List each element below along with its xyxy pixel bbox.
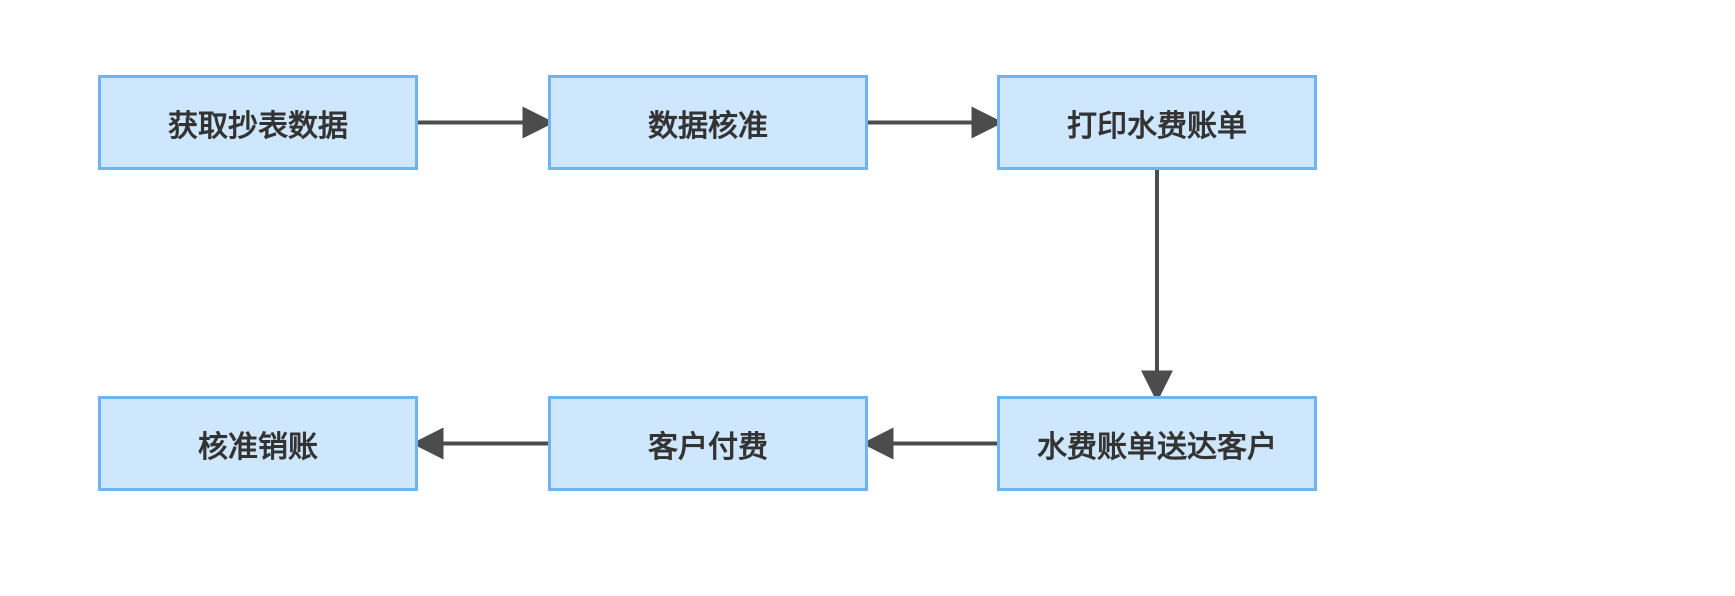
flowchart-node-label: 水费账单送达客户: [1037, 422, 1277, 466]
flowchart-node-n1: 获取抄表数据: [98, 75, 418, 170]
flowchart-canvas: 获取抄表数据 数据核准 打印水费账单水费账单送达客户 客户付费 核准销账: [0, 0, 1735, 596]
flowchart-node-label: 获取抄表数据: [168, 101, 348, 145]
flowchart-node-n4: 水费账单送达客户: [997, 396, 1317, 491]
flowchart-node-n5: 客户付费: [548, 396, 868, 491]
flowchart-node-label: 核准销账: [198, 422, 318, 466]
flowchart-node-n6: 核准销账: [98, 396, 418, 491]
flowchart-node-label: 客户付费: [648, 422, 768, 466]
flowchart-node-n2: 数据核准: [548, 75, 868, 170]
flowchart-node-label: 打印水费账单: [1067, 101, 1247, 145]
flowchart-node-label: 数据核准: [648, 101, 768, 145]
flowchart-node-n3: 打印水费账单: [997, 75, 1317, 170]
